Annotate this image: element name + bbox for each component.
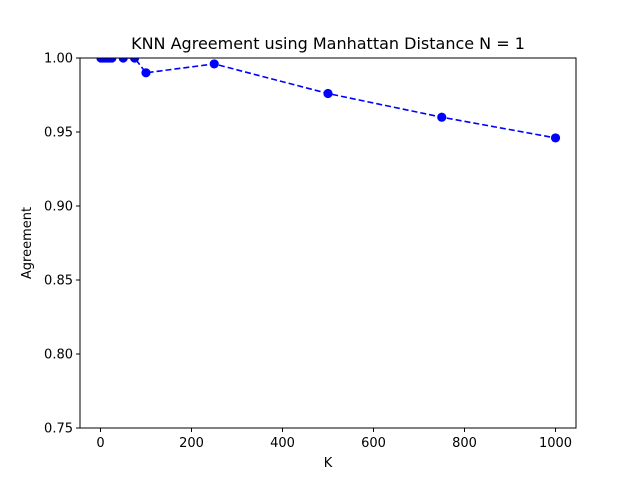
x-axis-label: K xyxy=(324,456,333,471)
y-tick-label: 0.85 xyxy=(44,274,73,289)
x-tick-label: 0 xyxy=(96,436,104,451)
y-tick-label: 0.80 xyxy=(44,348,73,363)
data-point xyxy=(141,68,151,78)
x-axis-ticks: 0 200 400 600 800 1000 xyxy=(96,428,572,451)
data-point xyxy=(209,59,219,69)
chart-title: KNN Agreement using Manhattan Distance N… xyxy=(131,34,525,53)
x-tick-label: 200 xyxy=(179,436,204,451)
data-point xyxy=(118,58,128,63)
y-tick-label: 0.90 xyxy=(44,200,73,215)
x-tick-label: 1000 xyxy=(539,436,572,451)
y-tick-label: 0.95 xyxy=(44,126,73,141)
y-tick-label: 1.00 xyxy=(44,52,73,67)
x-tick-label: 800 xyxy=(452,436,477,451)
data-point xyxy=(130,58,140,63)
plot-area xyxy=(96,58,561,143)
plot-frame xyxy=(79,57,577,429)
y-axis-ticks: 0.75 0.80 0.85 0.90 0.95 1.00 xyxy=(44,52,80,437)
x-tick-label: 600 xyxy=(361,436,386,451)
series-points xyxy=(96,58,561,143)
y-axis-label: Agreement xyxy=(20,207,35,279)
data-point xyxy=(323,88,333,99)
data-point xyxy=(550,133,561,143)
data-point xyxy=(107,58,117,63)
data-point xyxy=(437,112,447,122)
x-tick-label: 400 xyxy=(270,436,295,451)
y-tick-label: 0.75 xyxy=(44,422,73,437)
